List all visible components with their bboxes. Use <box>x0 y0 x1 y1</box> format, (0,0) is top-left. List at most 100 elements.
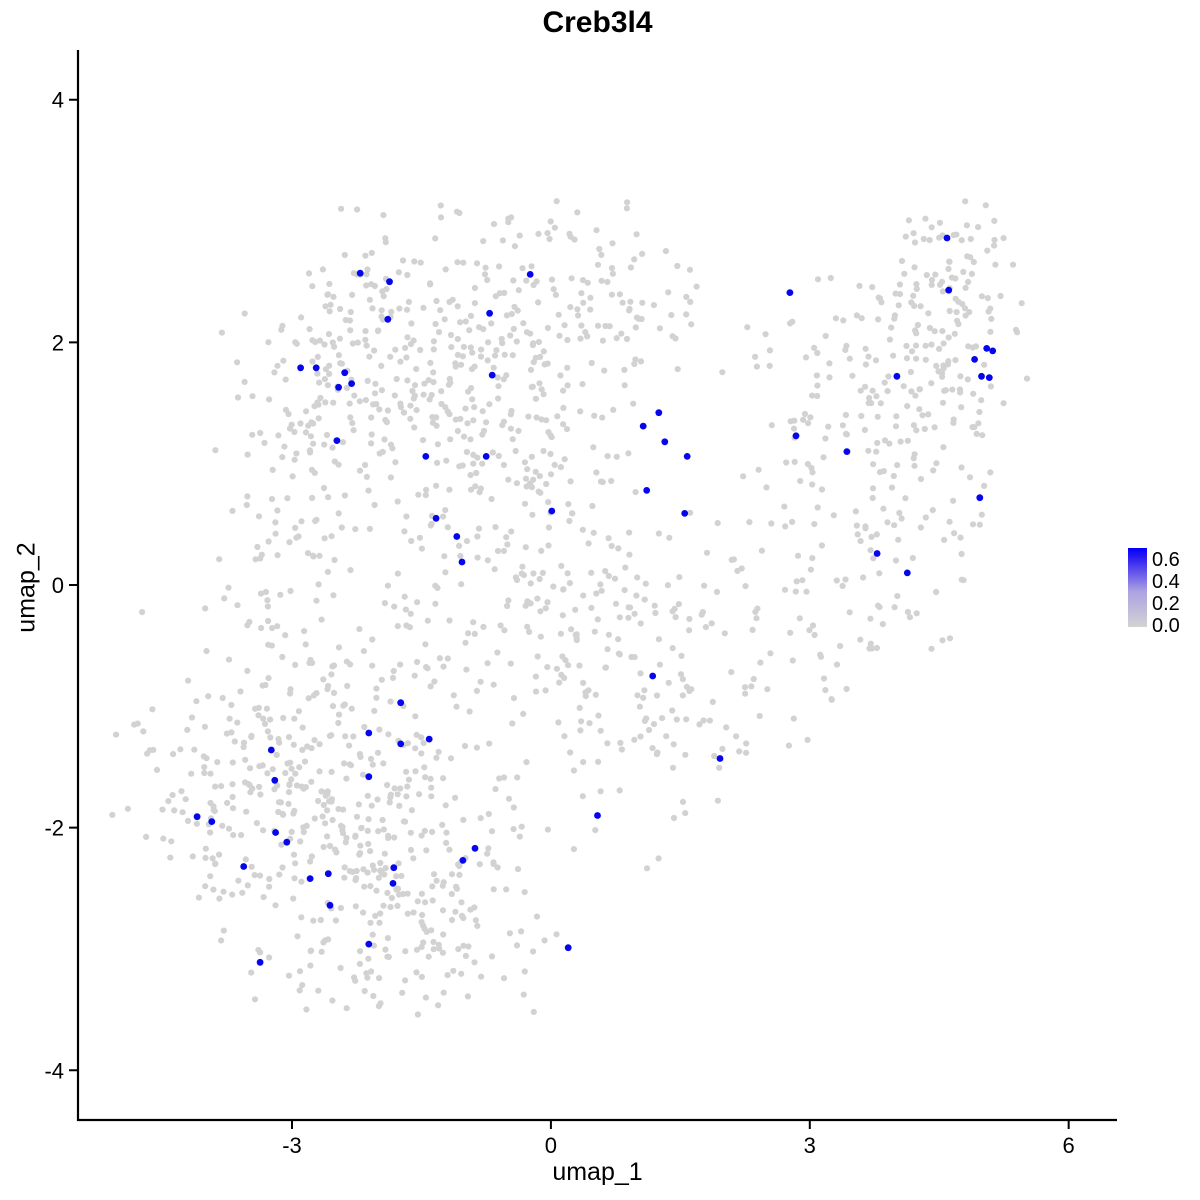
data-point <box>368 281 375 288</box>
data-point <box>506 930 513 937</box>
data-point <box>296 764 303 771</box>
data-point <box>287 587 294 595</box>
data-point <box>397 661 404 668</box>
data-point <box>316 741 323 748</box>
data-point <box>238 832 245 839</box>
data-point <box>550 286 557 293</box>
data-point <box>418 973 425 981</box>
data-point <box>297 838 304 845</box>
data-point <box>703 549 711 556</box>
data-point <box>280 357 287 364</box>
data-point <box>559 612 566 619</box>
data-point <box>951 330 958 337</box>
data-point <box>184 726 191 734</box>
data-point <box>706 717 714 724</box>
data-point <box>229 507 236 514</box>
data-point <box>179 809 186 816</box>
data-point <box>440 989 447 996</box>
data-point <box>923 272 930 279</box>
data-point <box>459 353 466 360</box>
data-point <box>591 412 598 419</box>
data-point <box>364 827 371 835</box>
data-point <box>542 605 549 612</box>
data-point <box>952 357 959 364</box>
data-point <box>351 974 358 981</box>
data-point <box>504 602 511 610</box>
data-point <box>246 765 254 772</box>
data-point <box>676 574 683 581</box>
data-point <box>370 866 378 873</box>
data-point <box>193 698 200 705</box>
data-point <box>551 224 559 231</box>
expressing-data-point <box>297 364 304 372</box>
data-point <box>485 339 492 346</box>
data-point <box>853 312 861 319</box>
data-point <box>846 609 853 616</box>
data-point <box>444 524 451 531</box>
data-point <box>540 391 547 398</box>
data-point <box>201 764 208 771</box>
data-point <box>533 414 540 421</box>
data-point <box>210 886 217 893</box>
data-point <box>567 749 574 756</box>
data-point <box>280 811 287 818</box>
data-point <box>587 306 594 313</box>
data-point <box>438 388 445 395</box>
data-point <box>382 865 389 872</box>
data-point <box>557 372 564 379</box>
data-point <box>997 292 1004 300</box>
data-point <box>448 344 455 351</box>
data-point <box>501 627 508 634</box>
data-point <box>913 281 920 288</box>
data-point <box>682 751 689 758</box>
data-point <box>1014 329 1021 336</box>
data-point <box>298 314 305 321</box>
data-point <box>852 508 860 515</box>
data-point <box>888 484 896 491</box>
data-point <box>330 293 337 300</box>
data-point <box>470 417 477 424</box>
data-point <box>873 531 880 538</box>
data-point <box>351 392 358 399</box>
data-point <box>814 504 821 511</box>
expressing-data-point <box>681 510 689 517</box>
data-point <box>282 376 289 383</box>
data-point <box>766 347 774 354</box>
data-point <box>394 623 401 630</box>
data-point <box>388 308 395 315</box>
data-point <box>260 894 267 901</box>
data-point <box>532 395 540 402</box>
data-point <box>641 687 648 694</box>
data-point <box>310 420 317 427</box>
data-point <box>613 335 620 342</box>
data-point <box>789 318 796 325</box>
data-point <box>910 230 917 237</box>
data-point <box>465 630 472 637</box>
data-point <box>395 269 402 276</box>
data-point <box>608 291 616 298</box>
data-point <box>471 959 478 966</box>
data-point <box>372 912 379 920</box>
data-point <box>434 584 441 592</box>
data-point <box>604 453 611 460</box>
data-point <box>307 858 314 865</box>
data-point <box>789 657 796 664</box>
data-point <box>220 888 227 895</box>
data-point <box>316 337 323 344</box>
data-point <box>324 568 331 576</box>
data-point <box>292 661 299 669</box>
data-point <box>298 518 305 525</box>
data-point <box>561 456 568 463</box>
data-point <box>272 902 279 909</box>
data-point <box>366 525 373 533</box>
data-point <box>814 276 822 283</box>
colorbar-tick-label: 0.4 <box>1152 571 1180 594</box>
data-point <box>317 394 324 402</box>
data-point <box>523 277 530 284</box>
data-point <box>896 291 904 298</box>
data-point <box>702 624 710 631</box>
data-point <box>464 420 471 427</box>
data-point <box>936 219 944 226</box>
data-point <box>315 581 322 588</box>
